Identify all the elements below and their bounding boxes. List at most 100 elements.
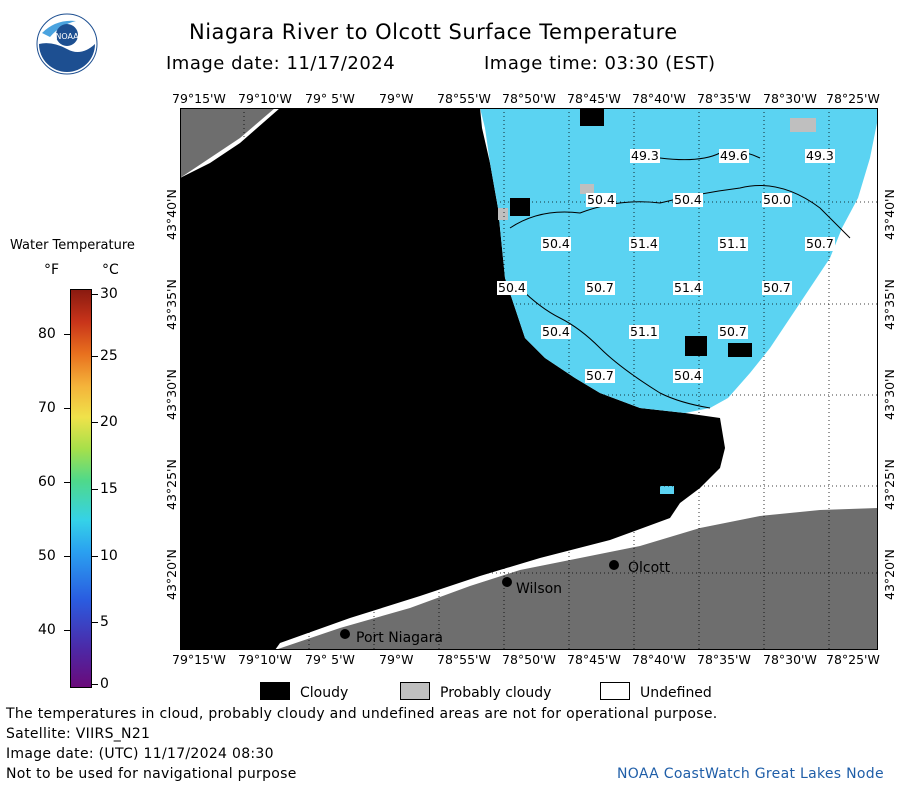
colorbar-c-label: 0 — [100, 676, 109, 692]
lon-tick-label: 79° 5'W — [305, 91, 355, 106]
lon-tick-label: 78°25'W — [826, 652, 880, 667]
lon-tick-label: 78°45'W — [567, 652, 621, 667]
lat-tick-label: 43°25'N — [882, 459, 897, 510]
colorbar-f-tick — [64, 334, 70, 335]
probably-cloudy-patch — [790, 118, 816, 132]
lon-tick-label: 78°30'W — [763, 91, 817, 106]
lon-tick-label: 79°10'W — [238, 91, 292, 106]
lat-tick-label: 43°20'N — [882, 549, 897, 600]
temperature-label: 50.4 — [673, 368, 703, 383]
credit: NOAA CoastWatch Great Lakes Node — [617, 766, 884, 782]
temperature-label: 51.1 — [718, 236, 748, 251]
logo-text: NOAA — [55, 32, 79, 41]
colorbar-c-tick — [92, 556, 98, 557]
lon-tick-label: 79°W — [379, 91, 414, 106]
temperature-label: 50.7 — [805, 236, 835, 251]
colorbar-f-label: 70 — [38, 400, 56, 416]
colorbar-c-label: 5 — [100, 614, 109, 630]
map-frame — [180, 108, 878, 650]
probably-cloudy-patch — [580, 184, 594, 194]
colorbar-f-label: 60 — [38, 474, 56, 490]
place-name-label: Port Niagara — [356, 630, 443, 646]
colorbar — [70, 289, 92, 688]
map-panel — [180, 108, 878, 650]
colorbar-c-tick — [92, 294, 98, 295]
colorbar-c-label: 30 — [100, 286, 118, 302]
lat-tick-label: 43°30'N — [164, 369, 179, 420]
lon-tick-label: 79° 5'W — [305, 652, 355, 667]
colorbar-c-tick — [92, 489, 98, 490]
cloudy-label: Cloudy — [300, 685, 349, 701]
lat-tick-label: 43°25'N — [164, 459, 179, 510]
colorbar-c-label: 25 — [100, 348, 118, 364]
temperature-label: 50.7 — [585, 280, 615, 295]
lon-tick-label: 78°40'W — [632, 91, 686, 106]
undefined-label: Undefined — [640, 685, 712, 701]
lon-tick-label: 78°35'W — [697, 652, 751, 667]
land-northwest — [180, 108, 275, 178]
temperature-label: 50.4 — [541, 324, 571, 339]
temperature-label: 51.4 — [629, 236, 659, 251]
isotherm-line — [519, 287, 711, 409]
lon-tick-label: 79°15'W — [172, 91, 226, 106]
lon-tick-label: 78°55'W — [437, 91, 491, 106]
temperature-label: 50.7 — [718, 324, 748, 339]
probably-cloudy-patch — [498, 208, 508, 220]
colorbar-c-tick — [92, 356, 98, 357]
lat-tick-label: 43°40'N — [882, 189, 897, 240]
utc-date: Image date: (UTC) 11/17/2024 08:30 — [6, 746, 274, 762]
lat-tick-label: 43°40'N — [164, 189, 179, 240]
noaa-logo: NOAA — [36, 13, 98, 75]
lon-tick-label: 79°10'W — [238, 652, 292, 667]
temperature-label: 50.7 — [585, 368, 615, 383]
land-south-shore — [275, 508, 878, 650]
unit-f: °F — [44, 262, 60, 278]
temperature-label: 50.4 — [586, 192, 616, 207]
probably-cloudy-swatch — [400, 682, 430, 700]
temperature-label: 50.4 — [673, 192, 703, 207]
lon-tick-label: 78°50'W — [502, 91, 556, 106]
cloud-patch — [580, 108, 604, 126]
cloud-patch — [510, 198, 530, 216]
place-marker-dot — [502, 577, 512, 587]
lon-tick-label: 78°45'W — [567, 91, 621, 106]
colorbar-c-tick — [92, 622, 98, 623]
temperature-label: 50.0 — [762, 192, 792, 207]
temperature-label: 49.3 — [630, 148, 660, 163]
image-time: Image time: 03:30 (EST) — [484, 53, 716, 74]
colorbar-title: Water Temperature — [10, 238, 135, 253]
temperature-label: 50.7 — [762, 280, 792, 295]
water-area — [480, 108, 878, 413]
lon-tick-label: 78°40'W — [632, 652, 686, 667]
colorbar-f-label: 40 — [38, 622, 56, 638]
place-name-label: Olcott — [628, 560, 671, 576]
undefined-swatch — [600, 682, 630, 700]
colorbar-f-tick — [64, 630, 70, 631]
satellite: Satellite: VIIRS_N21 — [6, 726, 151, 742]
image-date: Image date: 11/17/2024 — [166, 53, 396, 74]
temperature-label: 50.4 — [497, 280, 527, 295]
colorbar-f-label: 80 — [38, 326, 56, 342]
place-name-label: Wilson — [516, 581, 563, 597]
nav-note: Not to be used for navigational purpose — [6, 766, 297, 782]
lon-tick-label: 78°35'W — [697, 91, 751, 106]
colorbar-c-label: 15 — [100, 481, 118, 497]
lon-tick-label: 78°55'W — [437, 652, 491, 667]
lat-tick-label: 43°35'N — [164, 279, 179, 330]
disclaimer: The temperatures in cloud, probably clou… — [6, 706, 718, 722]
probably-cloudy-label: Probably cloudy — [440, 685, 552, 701]
colorbar-f-label: 50 — [38, 548, 56, 564]
water-patch — [660, 486, 674, 494]
lon-tick-label: 79°15'W — [172, 652, 226, 667]
temperature-label: 50.4 — [541, 236, 571, 251]
cloud-patch — [728, 343, 752, 357]
colorbar-c-tick — [92, 684, 98, 685]
lon-tick-label: 79°W — [379, 652, 414, 667]
place-marker-dot — [609, 560, 619, 570]
cloudy-swatch — [260, 682, 290, 700]
colorbar-f-tick — [64, 556, 70, 557]
colorbar-c-label: 20 — [100, 414, 118, 430]
temperature-label: 51.4 — [673, 280, 703, 295]
colorbar-c-label: 10 — [100, 548, 118, 564]
place-marker-dot — [340, 629, 350, 639]
